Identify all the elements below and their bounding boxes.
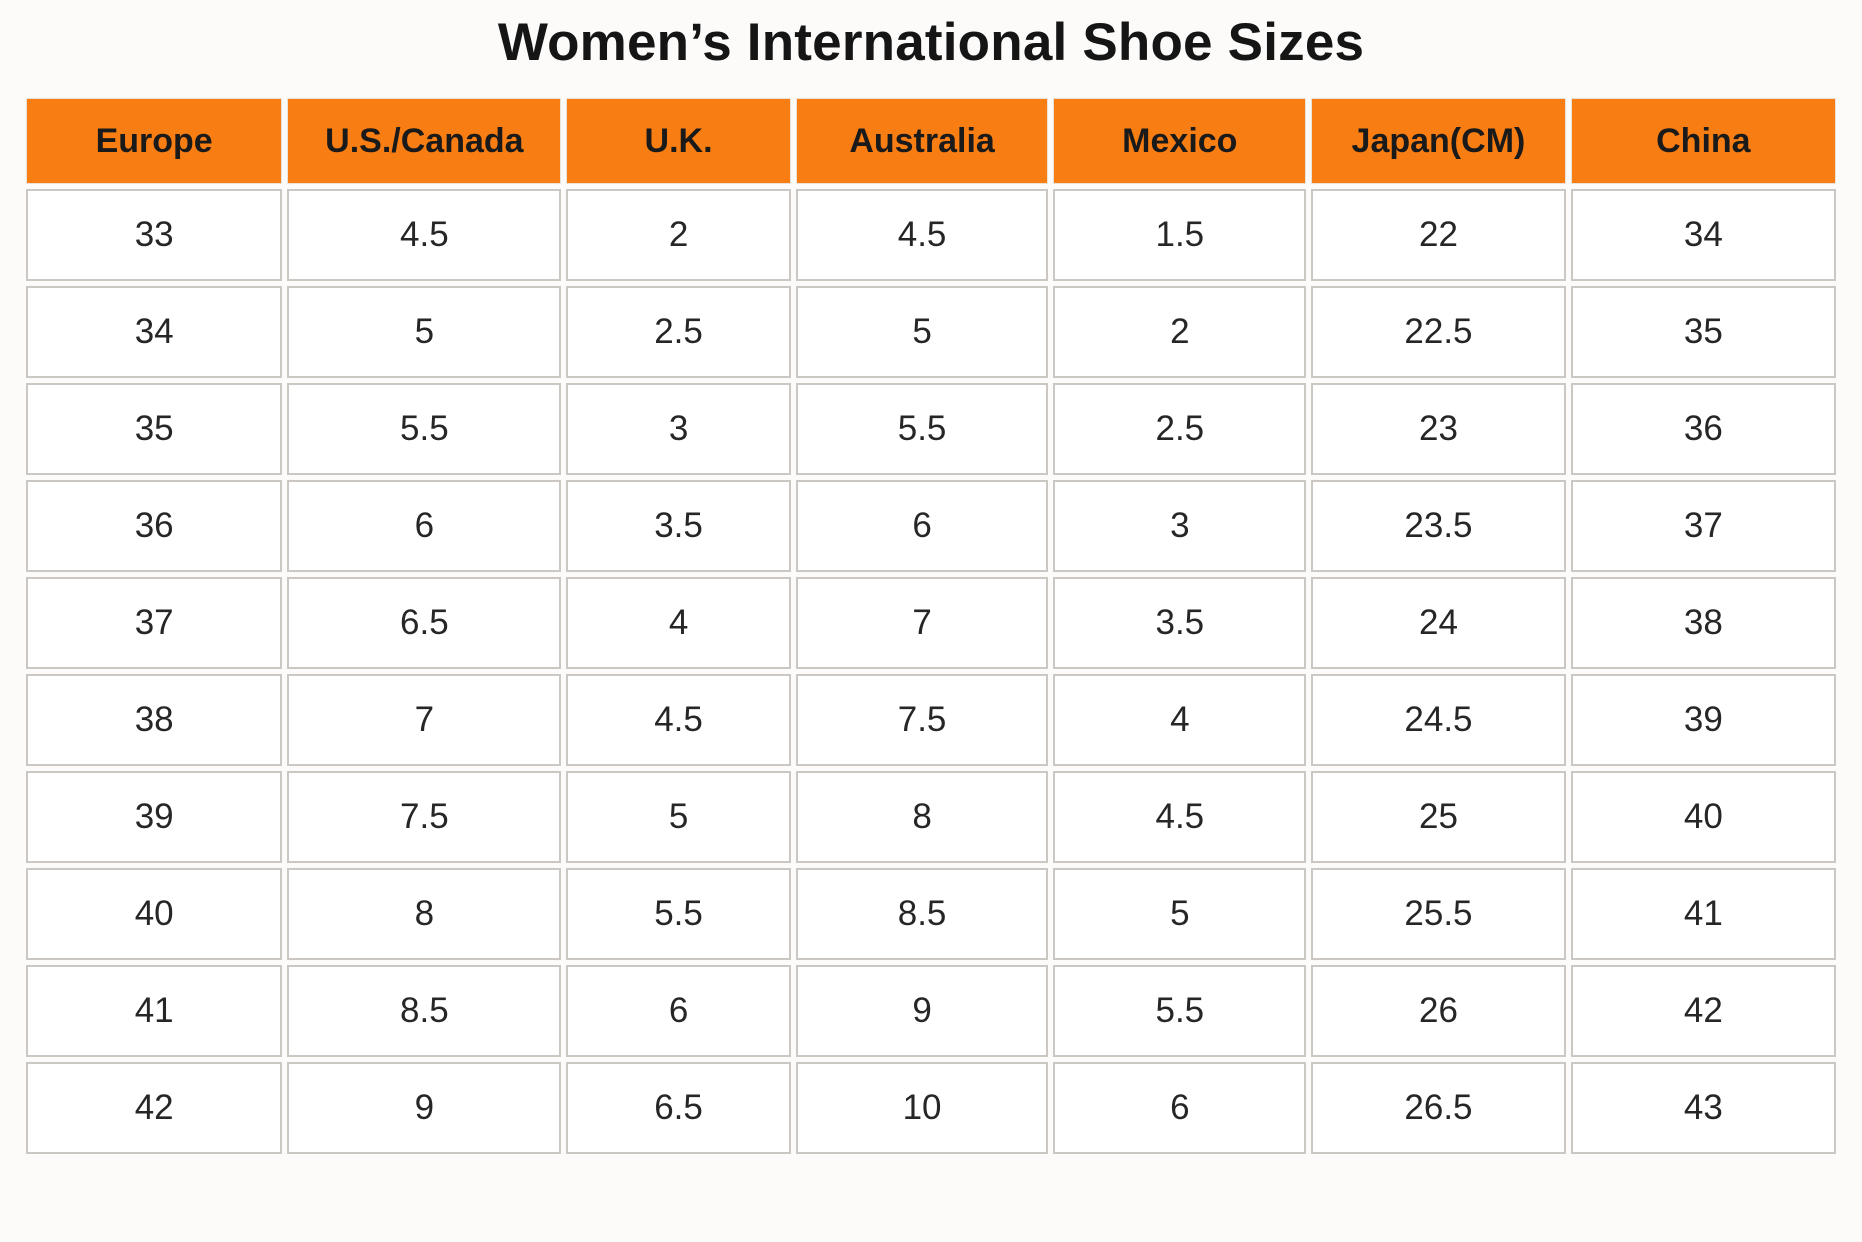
shoe-size-conversion-table: Europe U.S./Canada U.K. Australia Mexico Japa… <box>21 93 1841 1159</box>
table-cell: 2 <box>566 189 791 281</box>
table-row: 40 8 5.5 8.5 5 25.5 41 <box>26 868 1836 960</box>
table-cell: 1.5 <box>1053 189 1307 281</box>
table-cell: 8.5 <box>287 965 562 1057</box>
table-cell: 37 <box>26 577 283 669</box>
table-cell: 42 <box>1570 965 1836 1057</box>
table-cell: 34 <box>26 286 283 378</box>
table-cell: 40 <box>26 868 283 960</box>
table-cell: 6 <box>287 480 562 572</box>
table-cell: 7 <box>795 577 1049 669</box>
table-cell: 25 <box>1311 771 1566 863</box>
table-row: 34 5 2.5 5 2 22.5 35 <box>26 286 1836 378</box>
table-cell: 4.5 <box>795 189 1049 281</box>
table-cell: 3.5 <box>1053 577 1307 669</box>
table-cell: 5.5 <box>287 383 562 475</box>
column-header-u-k: U.K. <box>566 98 791 184</box>
table-cell: 2 <box>1053 286 1307 378</box>
table-cell: 4 <box>566 577 791 669</box>
table-cell: 2.5 <box>566 286 791 378</box>
table-cell: 39 <box>26 771 283 863</box>
table-cell: 40 <box>1570 771 1836 863</box>
table-cell: 4.5 <box>287 189 562 281</box>
table-cell: 38 <box>26 674 283 766</box>
column-header-japan-cm: Japan(CM) <box>1311 98 1566 184</box>
table-cell: 6 <box>1053 1062 1307 1154</box>
table-cell: 6 <box>566 965 791 1057</box>
table-cell: 36 <box>1570 383 1836 475</box>
table-row: 37 6.5 4 7 3.5 24 38 <box>26 577 1836 669</box>
table-cell: 39 <box>1570 674 1836 766</box>
table-cell: 22.5 <box>1311 286 1566 378</box>
column-header-u-s-canada: U.S./Canada <box>287 98 562 184</box>
table-cell: 6.5 <box>566 1062 791 1154</box>
column-header-mexico: Mexico <box>1053 98 1307 184</box>
table-cell: 3 <box>566 383 791 475</box>
table-cell: 6.5 <box>287 577 562 669</box>
column-header-europe: Europe <box>26 98 283 184</box>
table-row: 41 8.5 6 9 5.5 26 42 <box>26 965 1836 1057</box>
table-cell: 41 <box>26 965 283 1057</box>
table-header-row: Europe U.S./Canada U.K. Australia Mexico Japa… <box>26 98 1836 184</box>
table-cell: 26.5 <box>1311 1062 1566 1154</box>
table-cell: 6 <box>795 480 1049 572</box>
table-row: 33 4.5 2 4.5 1.5 22 34 <box>26 189 1836 281</box>
table-cell: 33 <box>26 189 283 281</box>
table-row: 35 5.5 3 5.5 2.5 23 36 <box>26 383 1836 475</box>
table-cell: 7.5 <box>795 674 1049 766</box>
table-cell: 4.5 <box>1053 771 1307 863</box>
table-cell: 5.5 <box>566 868 791 960</box>
table-cell: 8 <box>795 771 1049 863</box>
table-cell: 24.5 <box>1311 674 1566 766</box>
table-cell: 36 <box>26 480 283 572</box>
table-cell: 8.5 <box>795 868 1049 960</box>
table-cell: 5 <box>287 286 562 378</box>
table-cell: 24 <box>1311 577 1566 669</box>
table-cell: 5.5 <box>795 383 1049 475</box>
table-row: 39 7.5 5 8 4.5 25 40 <box>26 771 1836 863</box>
table-cell: 9 <box>795 965 1049 1057</box>
table-cell: 25.5 <box>1311 868 1566 960</box>
page-title: Women’s International Shoe Sizes <box>497 13 1365 72</box>
table-cell: 4 <box>1053 674 1307 766</box>
table-row: 36 6 3.5 6 3 23.5 37 <box>26 480 1836 572</box>
table-cell: 4.5 <box>566 674 791 766</box>
column-header-australia: Australia <box>795 98 1049 184</box>
table-cell: 7 <box>287 674 562 766</box>
table-cell: 23 <box>1311 383 1566 475</box>
table-cell: 7.5 <box>287 771 562 863</box>
table-cell: 10 <box>795 1062 1049 1154</box>
table-cell: 37 <box>1570 480 1836 572</box>
table-cell: 26 <box>1311 965 1566 1057</box>
table-cell: 22 <box>1311 189 1566 281</box>
table-cell: 3.5 <box>566 480 791 572</box>
table-cell: 38 <box>1570 577 1836 669</box>
table-cell: 5 <box>1053 868 1307 960</box>
table-body: 33 4.5 2 4.5 1.5 22 34 34 5 2.5 5 2 22.5 35 35 5.5 3 5.5 2… <box>26 189 1836 1154</box>
table-cell: 41 <box>1570 868 1836 960</box>
table-cell: 3 <box>1053 480 1307 572</box>
table-row: 42 9 6.5 10 6 26.5 43 <box>26 1062 1836 1154</box>
table-cell: 43 <box>1570 1062 1836 1154</box>
column-header-china: China <box>1570 98 1836 184</box>
table-cell: 5 <box>566 771 791 863</box>
table-cell: 2.5 <box>1053 383 1307 475</box>
table-cell: 35 <box>1570 286 1836 378</box>
table-cell: 5.5 <box>1053 965 1307 1057</box>
table-cell: 9 <box>287 1062 562 1154</box>
table-row: 38 7 4.5 7.5 4 24.5 39 <box>26 674 1836 766</box>
table-cell: 42 <box>26 1062 283 1154</box>
table-cell: 35 <box>26 383 283 475</box>
table-cell: 23.5 <box>1311 480 1566 572</box>
table-header: Europe U.S./Canada U.K. Australia Mexico Japa… <box>26 98 1836 184</box>
table-cell: 5 <box>795 286 1049 378</box>
table-cell: 8 <box>287 868 562 960</box>
table-cell: 34 <box>1570 189 1836 281</box>
